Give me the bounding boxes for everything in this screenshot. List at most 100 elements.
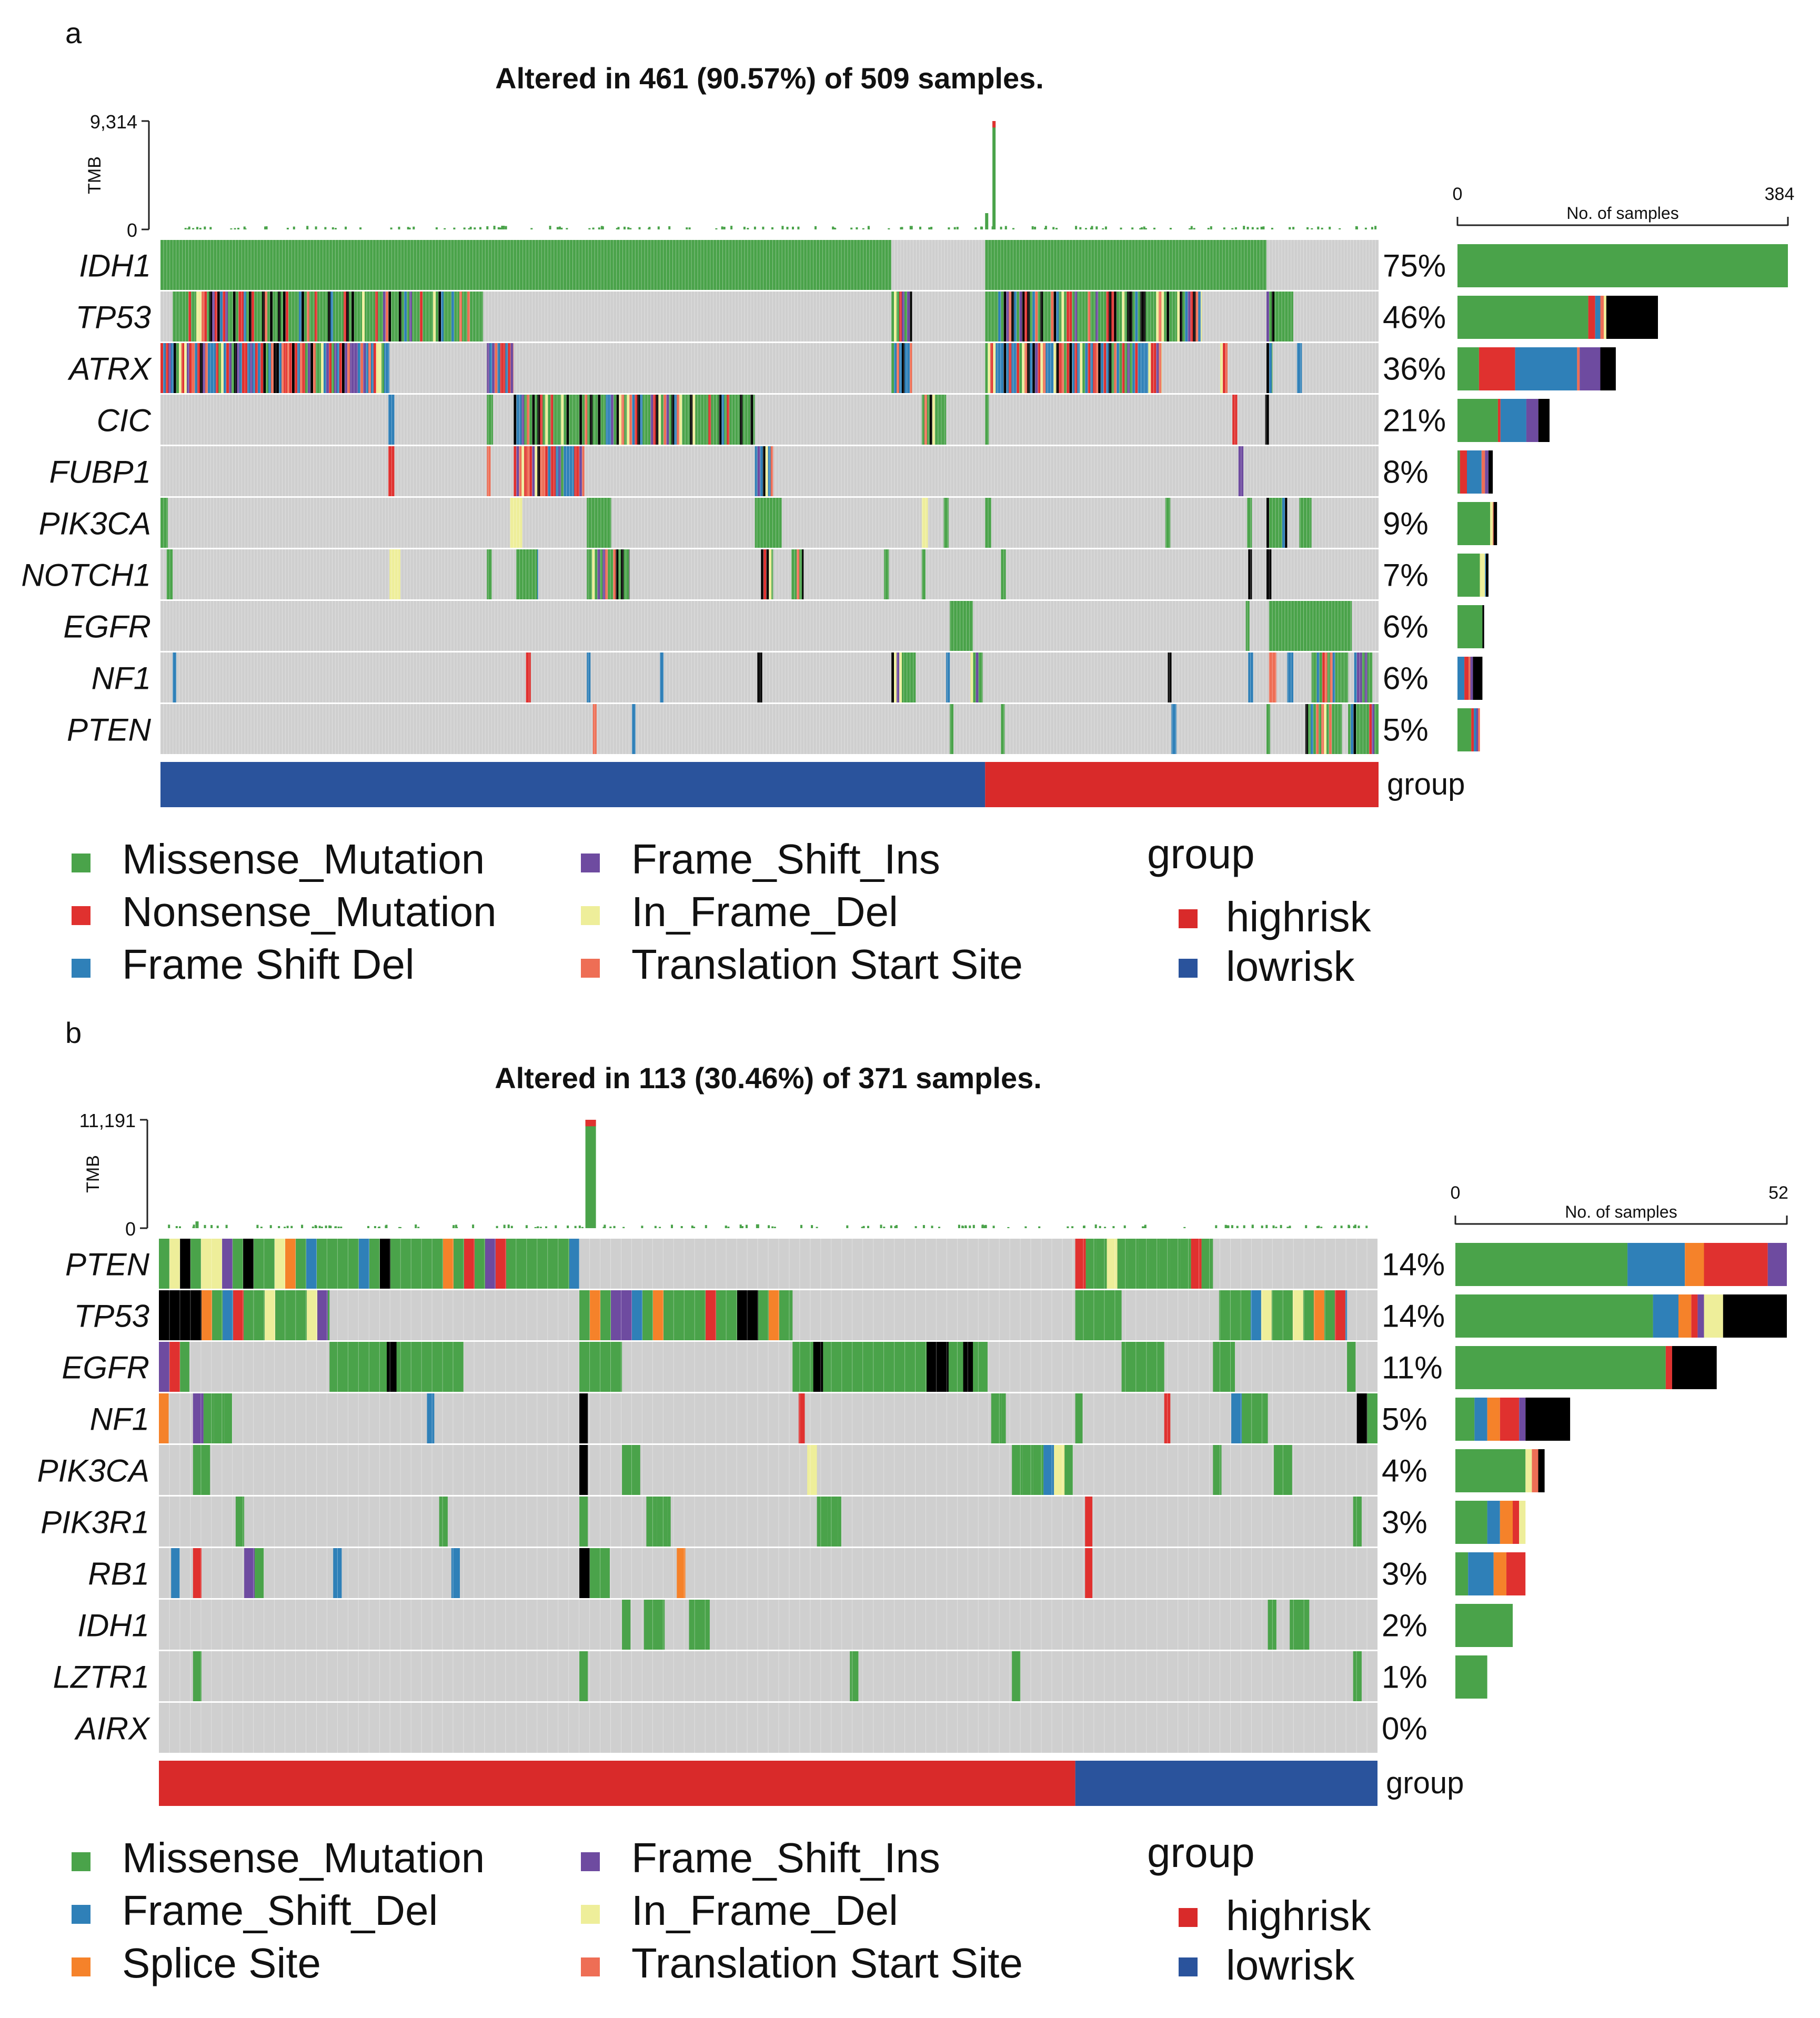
matrix-row-background — [159, 1497, 1377, 1547]
mutation-cell — [329, 343, 331, 393]
mutation-cell — [603, 395, 606, 445]
mutation-cell — [203, 1393, 214, 1443]
mutation-cell — [976, 652, 979, 702]
legend-swatch — [72, 1957, 91, 1976]
tmb-bar — [668, 226, 671, 229]
tmb-bar — [216, 1226, 219, 1228]
mutation-cell — [1213, 1342, 1235, 1392]
mutation-cell — [927, 1342, 949, 1392]
gene-bar-segment — [1538, 399, 1550, 442]
mutation-cell — [430, 292, 434, 342]
mutation-cell — [600, 1548, 610, 1598]
mutation-cell — [337, 343, 339, 393]
tmb-bar — [741, 1226, 743, 1228]
group-bar-segment — [159, 1761, 1075, 1806]
tmb-bar — [468, 228, 470, 229]
legend-label: Translation Start Site — [631, 1940, 1023, 1986]
gene-label: IDH1 — [77, 1608, 149, 1643]
tmb-bar — [1246, 227, 1249, 229]
mutation-cell — [932, 395, 935, 445]
mutation-cell — [813, 1342, 823, 1392]
mutation-cell — [379, 343, 381, 393]
mutation-cell — [517, 1239, 527, 1289]
gene-percent: 0% — [1382, 1711, 1427, 1746]
mutation-cell — [312, 292, 315, 342]
mutation-cell — [254, 292, 257, 342]
gene-percent: 3% — [1382, 1557, 1427, 1592]
tmb-bar — [680, 1226, 683, 1228]
legend-swatch — [1179, 909, 1198, 928]
mutation-cell — [1011, 343, 1014, 393]
gene-bar-segment — [1457, 657, 1465, 700]
mutation-cell — [409, 292, 413, 342]
mutation-cell — [1017, 343, 1020, 393]
mutation-cell — [985, 343, 988, 393]
mutation-cell — [521, 446, 525, 496]
tmb-bar — [1038, 1226, 1041, 1228]
tmb-bar — [938, 1227, 940, 1228]
mutation-cell — [1121, 1342, 1164, 1392]
mutation-cell — [412, 292, 415, 342]
mutation-cell — [1247, 498, 1252, 548]
mutation-cell — [1170, 1239, 1181, 1289]
mutation-cell — [943, 498, 949, 548]
mutation-cell — [166, 343, 168, 393]
mutation-cell — [1040, 343, 1043, 393]
mutation-cell — [344, 292, 347, 342]
mutation-cell — [1027, 292, 1030, 342]
legend-label: Frame_Shift_Del — [122, 1887, 438, 1934]
tmb-bar — [1275, 1227, 1278, 1228]
mutation-cell — [217, 292, 220, 342]
mutation-cell — [663, 1290, 674, 1340]
mutation-cell — [359, 292, 363, 342]
tmb-bar — [334, 228, 337, 229]
mutation-cell — [233, 1290, 244, 1340]
gene-bar-segment — [1486, 554, 1489, 597]
tmb-bar — [1364, 227, 1367, 229]
gene-bar-segment — [1519, 1398, 1526, 1441]
mutation-cell — [850, 1651, 859, 1701]
mutation-cell — [1151, 292, 1154, 342]
tmb-bar — [693, 1227, 696, 1228]
tmb-bar — [1139, 228, 1142, 229]
tmb-bar — [1231, 1225, 1233, 1228]
mutation-cell — [465, 292, 468, 342]
mutation-cell — [324, 343, 326, 393]
mutation-cell — [341, 292, 344, 342]
mutation-cell — [354, 292, 357, 342]
mutation-cell — [642, 395, 646, 445]
mutation-cell — [318, 343, 321, 393]
mutation-cell — [268, 343, 271, 393]
mutation-cell — [1107, 1239, 1118, 1289]
tmb-bar — [209, 227, 212, 229]
mutation-cell — [1367, 652, 1370, 702]
tmb-bar — [168, 1224, 170, 1228]
mutation-cell — [963, 1342, 973, 1392]
mutation-cell — [1093, 292, 1096, 342]
tmb-bar — [629, 228, 632, 229]
tmb-bar — [867, 1226, 869, 1228]
mutation-cell — [1009, 343, 1012, 393]
tmb-bar — [604, 1224, 606, 1228]
tmb-bar — [1112, 1226, 1115, 1228]
tmb-track: 11,191 0 TMB — [79, 1110, 1368, 1240]
mutation-cell — [247, 343, 250, 393]
mutation-cell — [454, 1239, 464, 1289]
tmb-bar — [867, 226, 870, 229]
tmb-bar — [1256, 227, 1259, 229]
tmb-bar — [1075, 226, 1078, 229]
mutation-cell — [1353, 704, 1356, 754]
mutation-cell — [579, 1445, 588, 1495]
tmb-bar — [1243, 226, 1245, 229]
mutation-cell — [1019, 292, 1022, 342]
mutation-cell — [542, 446, 546, 496]
gene-bar-segment — [1493, 1552, 1506, 1595]
mutation-cell — [1056, 343, 1059, 393]
tmb-bar — [581, 1227, 584, 1228]
gene-label: PTEN — [65, 1247, 150, 1282]
tmb-bar — [727, 1227, 730, 1228]
tmb-bar — [811, 1225, 813, 1228]
tmb-bar — [225, 1224, 228, 1228]
tmb-bar — [469, 226, 472, 229]
mutation-cell — [214, 1393, 225, 1443]
